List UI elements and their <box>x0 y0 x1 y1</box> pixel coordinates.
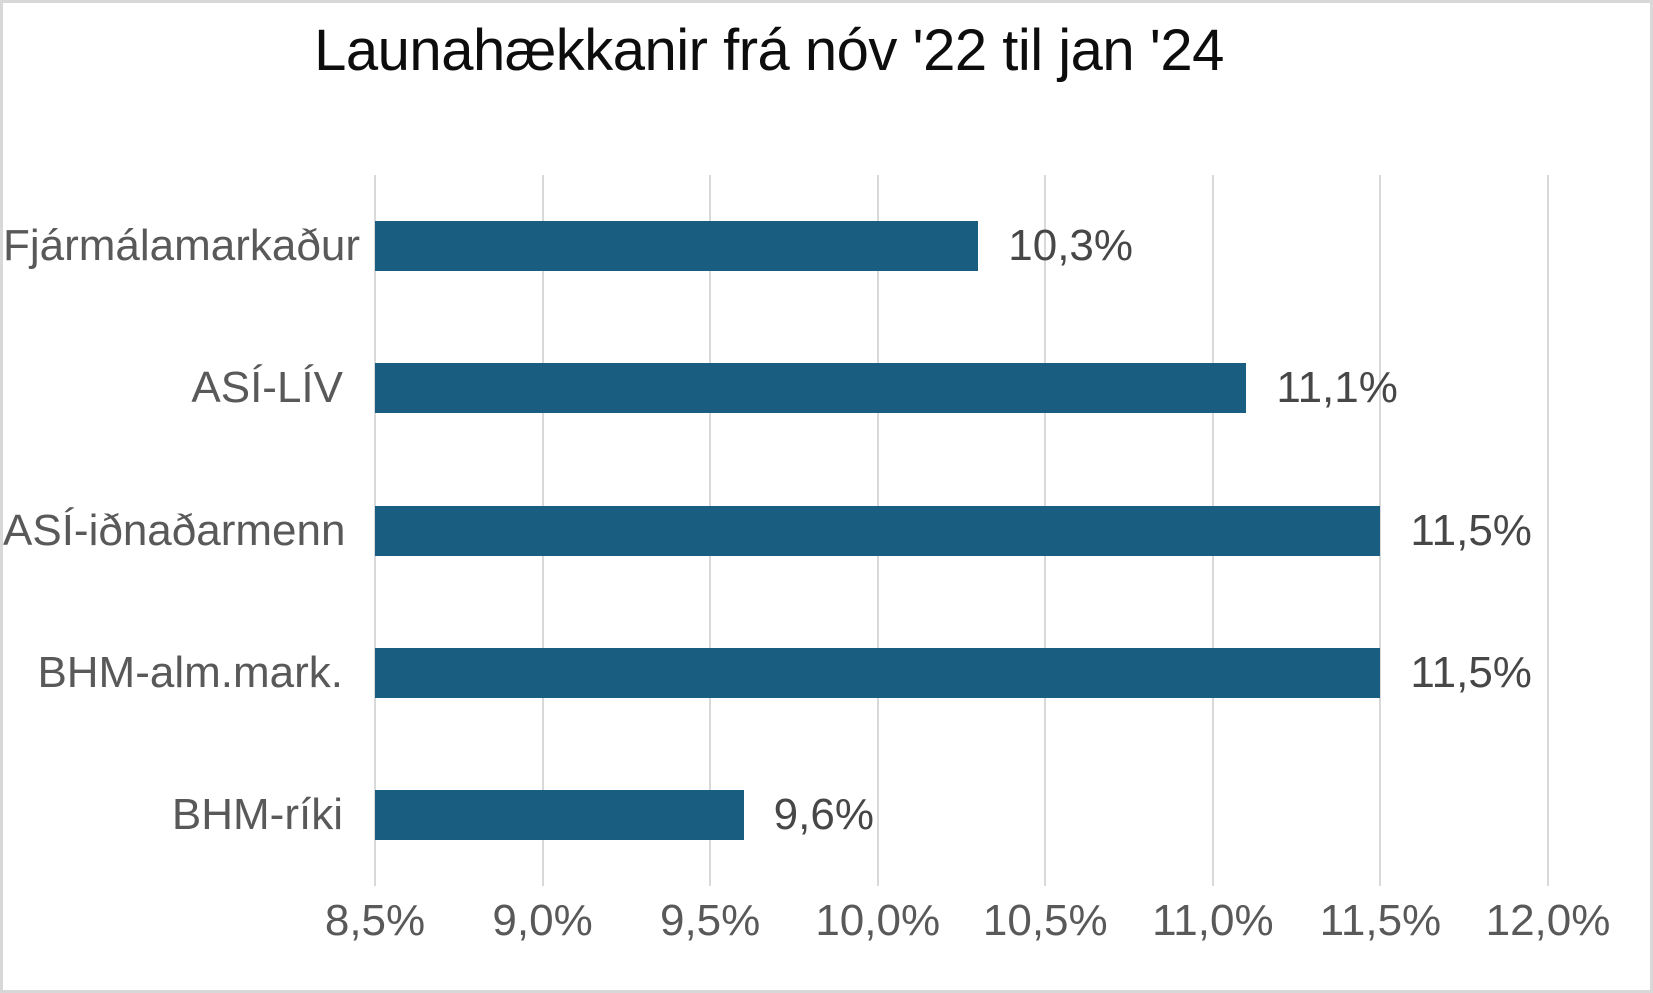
x-tick-label: 11,0% <box>1152 896 1274 945</box>
category-label: BHM-ríki <box>171 789 343 839</box>
plot-area: 10,3% 11,1% 11,5% 11,5% 9,6% <box>374 175 1549 886</box>
bar <box>375 363 1247 414</box>
category-label: ASÍ-iðnaðarmenn <box>3 505 346 555</box>
bar <box>375 505 1381 556</box>
bar-value-label: 11,5% <box>1410 647 1532 697</box>
bar-value-label: 10,3% <box>1008 221 1134 271</box>
x-tick-label: 9,0% <box>492 896 593 945</box>
x-tick-label: 8,5% <box>324 896 426 945</box>
bar-value-label: 9,6% <box>773 789 874 839</box>
bar <box>375 221 979 272</box>
bar-value-label: 11,5% <box>1410 505 1532 555</box>
category-label: Fjármálamarkaður <box>3 221 360 271</box>
category-label: BHM-alm.mark. <box>37 647 343 697</box>
category-label: ASÍ-LÍV <box>191 363 343 413</box>
gridline <box>1379 175 1382 886</box>
bar <box>375 647 1381 698</box>
bar <box>375 789 744 840</box>
gridline <box>1547 175 1549 886</box>
x-tick-label: 9,5% <box>659 896 761 945</box>
bar-value-label: 11,1% <box>1276 363 1398 413</box>
x-tick-label: 11,5% <box>1319 896 1442 945</box>
x-tick-label: 12,0% <box>1485 896 1611 945</box>
chart-title: Launahækkanir frá nóv '22 til jan '24 <box>314 18 1224 83</box>
x-tick-label: 10,0% <box>815 896 941 945</box>
x-tick-label: 10,5% <box>982 896 1108 945</box>
